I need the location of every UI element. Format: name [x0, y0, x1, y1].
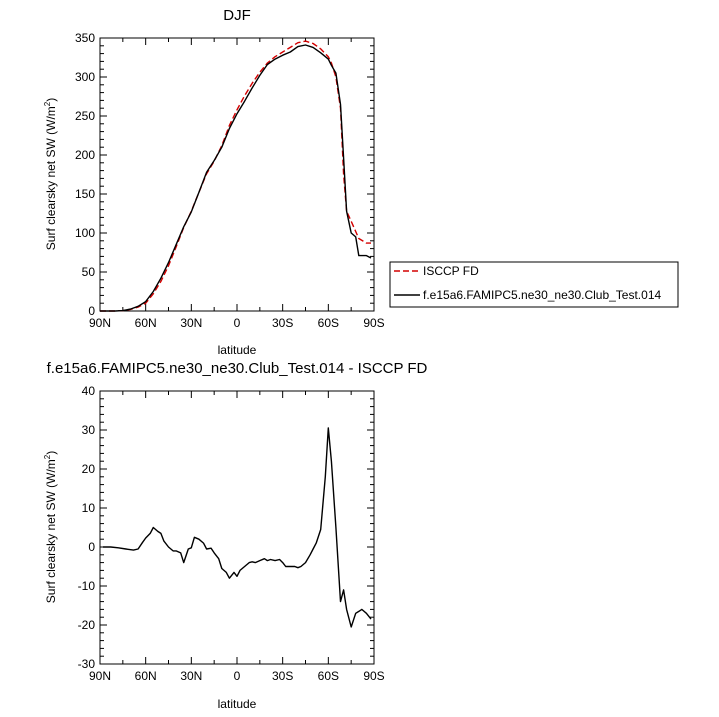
- top-ticks: 90N 60N 30N 0 30S 60S 90S 0 50 100 150 200 250 300 350: [75, 31, 385, 330]
- top-chart-title: DJF: [223, 7, 251, 24]
- bottom-chart: f.e15a6.FAMIPC5.ne30_ne30.Club_Test.014 …: [43, 360, 428, 711]
- top-x-tick-label: 60S: [318, 316, 339, 330]
- top-y-axis-title-sup: 2: [43, 101, 52, 106]
- bottom-x-axis-title: latitude: [218, 697, 257, 711]
- bottom-y-tick-label: 0: [88, 540, 95, 554]
- top-y-tick-label: 350: [75, 31, 95, 45]
- top-y-tick-label: 200: [75, 148, 95, 162]
- top-series-line-0: [100, 40, 371, 312]
- bottom-x-tick-label: 60N: [135, 669, 157, 683]
- bottom-y-axis-title-end: ): [44, 451, 58, 455]
- top-y-tick-label: 50: [82, 265, 96, 279]
- top-x-tick-label: 30N: [180, 316, 202, 330]
- legend-label-model: f.e15a6.FAMIPC5.ne30_ne30.Club_Test.014: [423, 288, 661, 302]
- bottom-series: [103, 427, 372, 628]
- top-y-tick-label: 250: [75, 109, 95, 123]
- top-y-axis-title-main: Surf clearsky net SW (W/m: [44, 106, 58, 250]
- bottom-series-line-0: [103, 427, 372, 628]
- top-x-tick-label: 30S: [272, 316, 293, 330]
- bottom-y-tick-label: 10: [82, 501, 96, 515]
- top-y-axis-title: Surf clearsky net SW (W/m2): [43, 98, 58, 250]
- bottom-plot-frame: [99, 390, 375, 665]
- top-x-tick-label: 60N: [135, 316, 157, 330]
- legend-box: [389, 261, 679, 308]
- top-y-tick-label: 0: [88, 304, 95, 318]
- top-y-tick-label: 150: [75, 187, 95, 201]
- bottom-y-tick-label: -10: [78, 579, 96, 593]
- top-y-tick-label: 300: [75, 70, 95, 84]
- top-x-tick-label: 90S: [363, 316, 384, 330]
- top-plot-frame: [99, 37, 375, 312]
- top-chart: DJF 90N 60N 30N 0 30S 60S 90S 0 50 100 150 200 250 30…: [43, 7, 385, 357]
- bottom-y-axis-title-sup: 2: [43, 454, 52, 459]
- bottom-y-tick-label: 30: [82, 423, 96, 437]
- bottom-x-tick-label: 30N: [180, 669, 202, 683]
- bottom-x-tick-label: 60S: [318, 669, 339, 683]
- bottom-x-tick-label: 0: [234, 669, 241, 683]
- bottom-x-tick-label: 90N: [89, 669, 111, 683]
- top-y-tick-label: 100: [75, 226, 95, 240]
- legend: ISCCP FD f.e15a6.FAMIPC5.ne30_ne30.Club_…: [389, 261, 679, 308]
- legend-label-isccp: ISCCP FD: [423, 264, 479, 278]
- bottom-y-axis-title-main: Surf clearsky net SW (W/m: [44, 459, 58, 603]
- bottom-chart-title: f.e15a6.FAMIPC5.ne30_ne30.Club_Test.014 …: [47, 360, 428, 377]
- bottom-x-tick-label: 30S: [272, 669, 293, 683]
- bottom-y-tick-label: -30: [78, 657, 96, 671]
- bottom-y-tick-label: 40: [82, 384, 96, 398]
- top-x-tick-label: 0: [234, 316, 241, 330]
- bottom-x-tick-label: 90S: [363, 669, 384, 683]
- top-series-line-1: [100, 44, 372, 312]
- top-x-tick-label: 90N: [89, 316, 111, 330]
- bottom-y-tick-label: -20: [78, 618, 96, 632]
- top-x-axis-title: latitude: [218, 343, 257, 357]
- bottom-y-tick-label: 20: [82, 462, 96, 476]
- bottom-ticks: 90N 60N 30N 0 30S 60S 90S -30 -20 -10 0 10 20 30 40: [78, 384, 385, 683]
- bottom-y-axis-title: Surf clearsky net SW (W/m2): [43, 451, 58, 603]
- top-y-axis-title-end: ): [44, 98, 58, 102]
- top-series: [100, 40, 372, 312]
